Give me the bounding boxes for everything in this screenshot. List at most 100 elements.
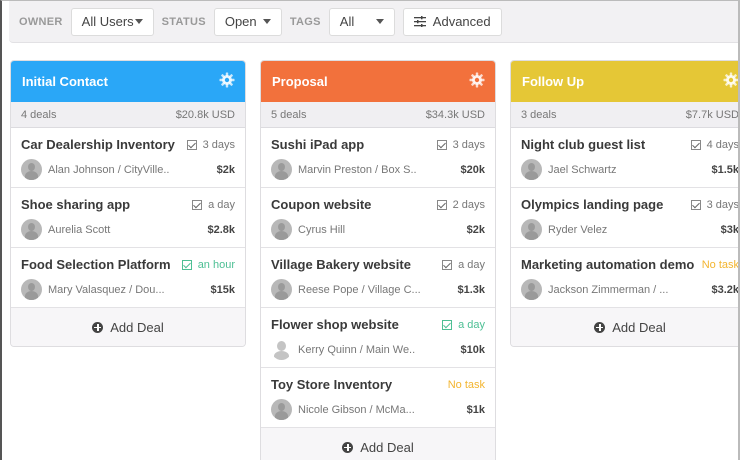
owner-select[interactable]: All Users [70,7,154,36]
tags-select-value: All [339,14,355,29]
stage-title: Proposal [272,74,328,89]
stage-header: Follow Up [511,61,740,102]
task-due: No task [447,379,485,391]
deal-task[interactable]: 3 days [690,199,739,211]
status-label: STATUS [161,15,206,28]
deal-task[interactable]: 2 days [436,199,485,211]
advanced-filter-button[interactable]: Advanced [402,7,502,36]
deal-title: Shoe sharing app [21,197,131,212]
deal-contact: Marvin Preston / Box S.. [298,163,417,176]
deal-title: Village Bakery website [271,257,411,272]
deal-count: 3 deals [521,108,557,121]
deal-task[interactable]: a day [192,199,235,211]
task-due: a day [208,199,235,211]
deal-title: Night club guest list [521,137,646,152]
stage-column-proposal: Proposal 5 deals $34.3k USD Sushi iPad a… [260,60,496,460]
task-due: 3 days [452,139,485,151]
deal-card[interactable]: Car Dealership Inventory 3 days Alan Joh… [11,128,245,188]
status-select[interactable]: Open [213,7,282,36]
task-checkbox-icon[interactable] [690,140,701,150]
deal-contact: Aurelia Scott [48,223,111,236]
task-checkbox-icon[interactable] [436,200,447,210]
task-checkbox-icon[interactable] [436,140,447,150]
owner-label: OWNER [19,15,63,28]
deal-contact: Jackson Zimmerman / ... [548,283,669,296]
deal-contact: Mary Valasquez / Dou... [48,283,165,296]
task-checkbox-icon[interactable] [442,320,453,330]
deal-task[interactable]: No task [702,259,739,271]
plus-circle-icon [342,441,354,453]
deal-contact: Kerry Quinn / Main We.. [298,343,416,356]
task-checkbox-icon[interactable] [690,200,701,210]
tags-label: TAGS [289,15,321,28]
sliders-icon [413,16,426,27]
task-due: 4 days [706,139,739,151]
task-checkbox-icon[interactable] [181,260,192,270]
avatar [521,219,542,240]
stage-header: Proposal [261,61,495,102]
deal-card[interactable]: Night club guest list 4 days Jael Schwar… [511,128,740,188]
avatar [271,219,292,240]
task-due: an hour [197,259,235,271]
add-deal-button[interactable]: Add Deal [11,308,245,346]
deal-value: $3k [720,223,739,236]
deal-contact: Cyrus Hill [298,223,346,236]
deal-value: $3.2k [711,283,739,296]
tags-select[interactable]: All [328,7,395,36]
stage-title: Follow Up [522,74,585,89]
filter-bar: OWNER All Users STATUS Open TAGS All Adv… [9,1,740,43]
deal-card[interactable]: Flower shop website a day Kerry Quinn / … [261,308,495,368]
stage-summary: 5 deals $34.3k USD [261,102,495,128]
deal-count: 4 deals [21,108,57,121]
avatar [271,279,292,300]
chevron-down-icon [134,19,143,24]
stage-summary: 4 deals $20.8k USD [11,102,245,128]
deal-title: Toy Store Inventory [271,377,393,392]
deal-task[interactable]: 4 days [690,139,739,151]
avatar [271,399,292,420]
deal-card[interactable]: Village Bakery website a day Reese Pope … [261,248,495,308]
deal-card[interactable]: Food Selection Platform an hour Mary Val… [11,248,245,308]
gear-icon[interactable] [723,72,739,91]
deal-task[interactable]: a day [442,259,485,271]
avatar [521,159,542,180]
add-deal-label: Add Deal [360,439,414,455]
deal-title: Food Selection Platform [21,257,171,272]
deal-task[interactable]: an hour [181,259,235,271]
avatar [21,279,42,300]
deal-card[interactable]: Olympics landing page 3 days Ryder Velez… [511,188,740,248]
deal-value: $10k [460,343,485,356]
add-deal-button[interactable]: Add Deal [511,308,740,346]
stage-summary: 3 deals $7.7k USD [511,102,740,128]
deal-card[interactable]: Coupon website 2 days Cyrus Hill $2k [261,188,495,248]
task-due: No task [701,259,739,271]
status-select-value: Open [224,14,257,29]
deal-card[interactable]: Toy Store Inventory No task Nicole Gibso… [261,368,495,428]
deal-task[interactable]: 3 days [186,139,235,151]
task-due: a day [458,259,485,271]
deal-task[interactable]: No task [448,379,485,391]
deal-card[interactable]: Shoe sharing app a day Aurelia Scott $2.… [11,188,245,248]
deal-value: $2k [216,163,235,176]
task-checkbox-icon[interactable] [192,200,203,210]
deal-value: $1.5k [711,163,739,176]
stage-column-initial-contact: Initial Contact 4 deals $20.8k USD Car D… [10,60,246,347]
deal-value: $15k [210,283,235,296]
avatar [21,159,42,180]
add-deal-label: Add Deal [110,319,164,335]
deal-title: Sushi iPad app [271,137,365,152]
add-deal-label: Add Deal [612,319,666,335]
deal-value: $2k [466,223,485,236]
task-checkbox-icon[interactable] [186,140,197,150]
deal-task[interactable]: a day [442,319,485,331]
deal-task[interactable]: 3 days [436,139,485,151]
task-checkbox-icon[interactable] [442,260,453,270]
add-deal-button[interactable]: Add Deal [261,428,495,460]
deal-card[interactable]: Sushi iPad app 3 days Marvin Preston / B… [261,128,495,188]
avatar [521,279,542,300]
task-due: a day [458,319,485,331]
deal-value: $1k [466,403,485,416]
deal-card[interactable]: Marketing automation demo No task Jackso… [511,248,740,308]
gear-icon[interactable] [469,72,485,91]
gear-icon[interactable] [219,72,235,91]
